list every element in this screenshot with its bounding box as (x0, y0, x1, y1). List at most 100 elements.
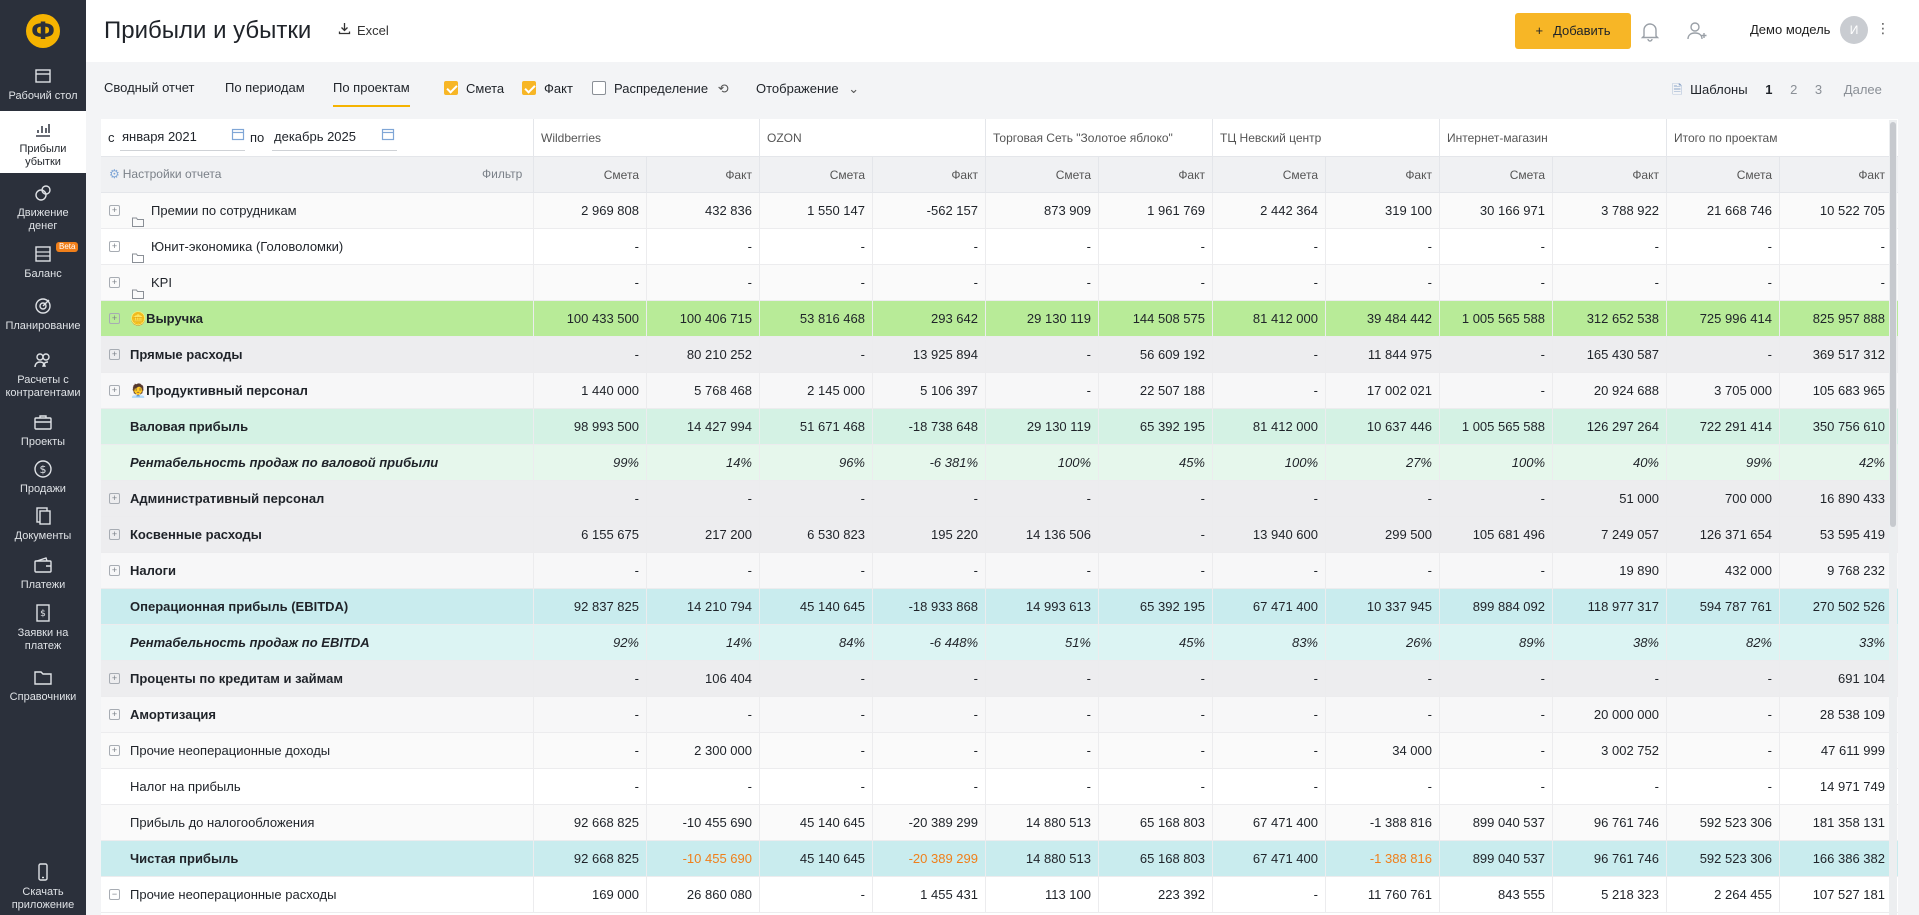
table-cell[interactable]: - (1325, 661, 1439, 697)
project-header[interactable]: Торговая Сеть "Золотое яблоко" (985, 119, 1212, 157)
table-cell[interactable]: - (1098, 733, 1212, 769)
expand-icon[interactable]: + (109, 349, 120, 360)
table-cell[interactable]: - (1098, 265, 1212, 301)
sidebar-item-9[interactable]: Платежи (0, 555, 86, 592)
checkbox-fact[interactable]: Факт (522, 81, 573, 96)
table-cell[interactable]: - (759, 337, 872, 373)
table-cell[interactable]: -562 157 (872, 193, 985, 229)
table-cell[interactable]: 45 140 645 (759, 841, 872, 877)
sidebar-item-11[interactable]: Справочники (0, 667, 86, 704)
table-cell[interactable]: - (1666, 769, 1779, 805)
table-cell[interactable]: 1 550 147 (759, 193, 872, 229)
expand-icon[interactable]: + (109, 241, 120, 252)
fact-column-header[interactable]: Факт (646, 157, 759, 193)
table-cell[interactable]: -20 389 299 (872, 841, 985, 877)
table-row[interactable]: + Прямые расходы -80 210 252-13 925 894-56… (101, 337, 1898, 373)
table-cell[interactable]: - (1666, 265, 1779, 301)
table-cell[interactable]: 312 652 538 (1552, 301, 1666, 337)
table-cell[interactable]: 42% (1779, 445, 1892, 481)
table-cell[interactable]: 45 140 645 (759, 589, 872, 625)
table-cell[interactable]: 899 040 537 (1439, 805, 1552, 841)
table-cell[interactable]: - (759, 229, 872, 265)
table-cell[interactable]: 65 392 195 (1098, 409, 1212, 445)
table-cell[interactable]: 3 788 922 (1552, 193, 1666, 229)
table-cell[interactable]: 14 880 513 (985, 805, 1098, 841)
table-cell[interactable]: 169 000 (533, 877, 646, 913)
table-cell[interactable]: 105 683 965 (1779, 373, 1892, 409)
table-cell[interactable]: - (872, 553, 985, 589)
table-cell[interactable]: - (1098, 553, 1212, 589)
tab-by-projects[interactable]: По проектам (333, 80, 410, 107)
table-cell[interactable]: - (872, 661, 985, 697)
company-name[interactable]: Демо модель (1750, 22, 1831, 37)
table-row[interactable]: + Премии по сотрудникам 2 969 808 432 836 1 … (101, 193, 1898, 229)
table-cell[interactable]: 19 890 (1552, 553, 1666, 589)
table-cell[interactable]: 1 440 000 (533, 373, 646, 409)
table-cell[interactable]: 30 166 971 (1439, 193, 1552, 229)
table-cell[interactable]: 92 668 825 (533, 841, 646, 877)
table-cell[interactable]: - (1098, 229, 1212, 265)
table-cell[interactable]: - (1439, 265, 1552, 301)
table-cell[interactable]: 217 200 (646, 517, 759, 553)
table-cell[interactable]: 432 836 (646, 193, 759, 229)
table-cell[interactable]: 84% (759, 625, 872, 661)
table-cell[interactable]: 843 555 (1439, 877, 1552, 913)
checkbox-estimate-box[interactable] (444, 81, 458, 95)
checkbox-estimate[interactable]: Смета (444, 81, 504, 96)
table-cell[interactable]: - (1666, 661, 1779, 697)
table-cell[interactable]: 81 412 000 (1212, 301, 1325, 337)
table-row[interactable]: + Проценты по кредитам и займам -106 404- -… (101, 661, 1898, 697)
table-cell[interactable]: -10 455 690 (646, 805, 759, 841)
table-cell[interactable]: 2 145 000 (759, 373, 872, 409)
template-page-3[interactable]: 3 (1814, 82, 1823, 97)
table-cell[interactable]: - (1552, 769, 1666, 805)
table-cell[interactable]: 11 844 975 (1325, 337, 1439, 373)
table-cell[interactable]: 1 005 565 588 (1439, 409, 1552, 445)
table-cell[interactable]: - (1212, 769, 1325, 805)
template-page-2[interactable]: 2 (1790, 82, 1798, 97)
estimate-column-header[interactable]: Смета (533, 157, 646, 193)
table-cell[interactable]: - (1212, 733, 1325, 769)
table-cell[interactable]: - (1439, 373, 1552, 409)
table-cell[interactable]: 45 140 645 (759, 805, 872, 841)
table-cell[interactable]: 14% (646, 445, 759, 481)
table-cell[interactable]: -10 455 690 (646, 841, 759, 877)
template-page-1[interactable]: 1 (1765, 82, 1773, 97)
table-cell[interactable]: - (1098, 661, 1212, 697)
table-cell[interactable]: 2 969 808 (533, 193, 646, 229)
table-cell[interactable]: 700 000 (1666, 481, 1779, 517)
table-cell[interactable]: 14% (646, 625, 759, 661)
table-cell[interactable]: 432 000 (1666, 553, 1779, 589)
table-cell[interactable]: 16 890 433 (1779, 481, 1892, 517)
table-cell[interactable]: 33% (1779, 625, 1892, 661)
table-row[interactable]: + 🧑‍💼Продуктивный персонал 1 440 000 5 768 … (101, 373, 1898, 409)
table-cell[interactable]: 39 484 442 (1325, 301, 1439, 337)
sidebar-item-2[interactable]: Движение денег (0, 183, 86, 233)
table-cell[interactable]: 592 523 306 (1666, 805, 1779, 841)
table-cell[interactable]: 65 392 195 (1098, 589, 1212, 625)
table-cell[interactable]: - (1325, 769, 1439, 805)
table-cell[interactable]: - (985, 769, 1098, 805)
table-cell[interactable]: 106 404 (646, 661, 759, 697)
table-cell[interactable]: 126 371 654 (1666, 517, 1779, 553)
calendar-icon[interactable] (381, 127, 395, 141)
table-cell[interactable]: - (985, 229, 1098, 265)
table-cell[interactable]: 34 000 (1325, 733, 1439, 769)
sidebar-item-0[interactable]: Рабочий стол (0, 66, 86, 103)
table-cell[interactable]: - (985, 553, 1098, 589)
table-cell[interactable]: 99% (1666, 445, 1779, 481)
table-cell[interactable]: - (646, 481, 759, 517)
table-cell[interactable]: 45% (1098, 625, 1212, 661)
table-cell[interactable]: 144 508 575 (1098, 301, 1212, 337)
table-cell[interactable]: 14 136 506 (985, 517, 1098, 553)
table-cell[interactable]: 47 611 999 (1779, 733, 1892, 769)
table-cell[interactable]: - (1212, 697, 1325, 733)
table-cell[interactable]: 118 977 317 (1552, 589, 1666, 625)
add-user-icon[interactable] (1685, 19, 1709, 43)
sidebar-item-10[interactable]: $ Заявки на платеж (0, 603, 86, 653)
estimate-column-header[interactable]: Смета (1212, 157, 1325, 193)
expand-icon[interactable]: + (109, 493, 120, 504)
table-row[interactable]: + Косвенные расходы 6 155 675 217 200 6 530 … (101, 517, 1898, 553)
table-cell[interactable]: 21 668 746 (1666, 193, 1779, 229)
app-logo[interactable]: Ф (26, 14, 60, 48)
